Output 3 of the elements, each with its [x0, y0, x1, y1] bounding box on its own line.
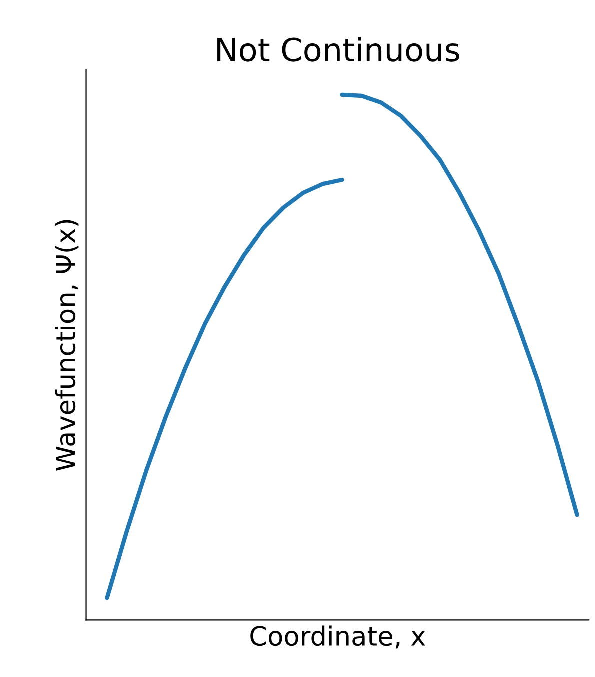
chart-title: Not Continuous [218, 37, 460, 62]
y-axis-title: Wavefunction, Ψ(x) [55, 220, 79, 472]
x-axis-title: Coordinate, x [250, 626, 426, 649]
